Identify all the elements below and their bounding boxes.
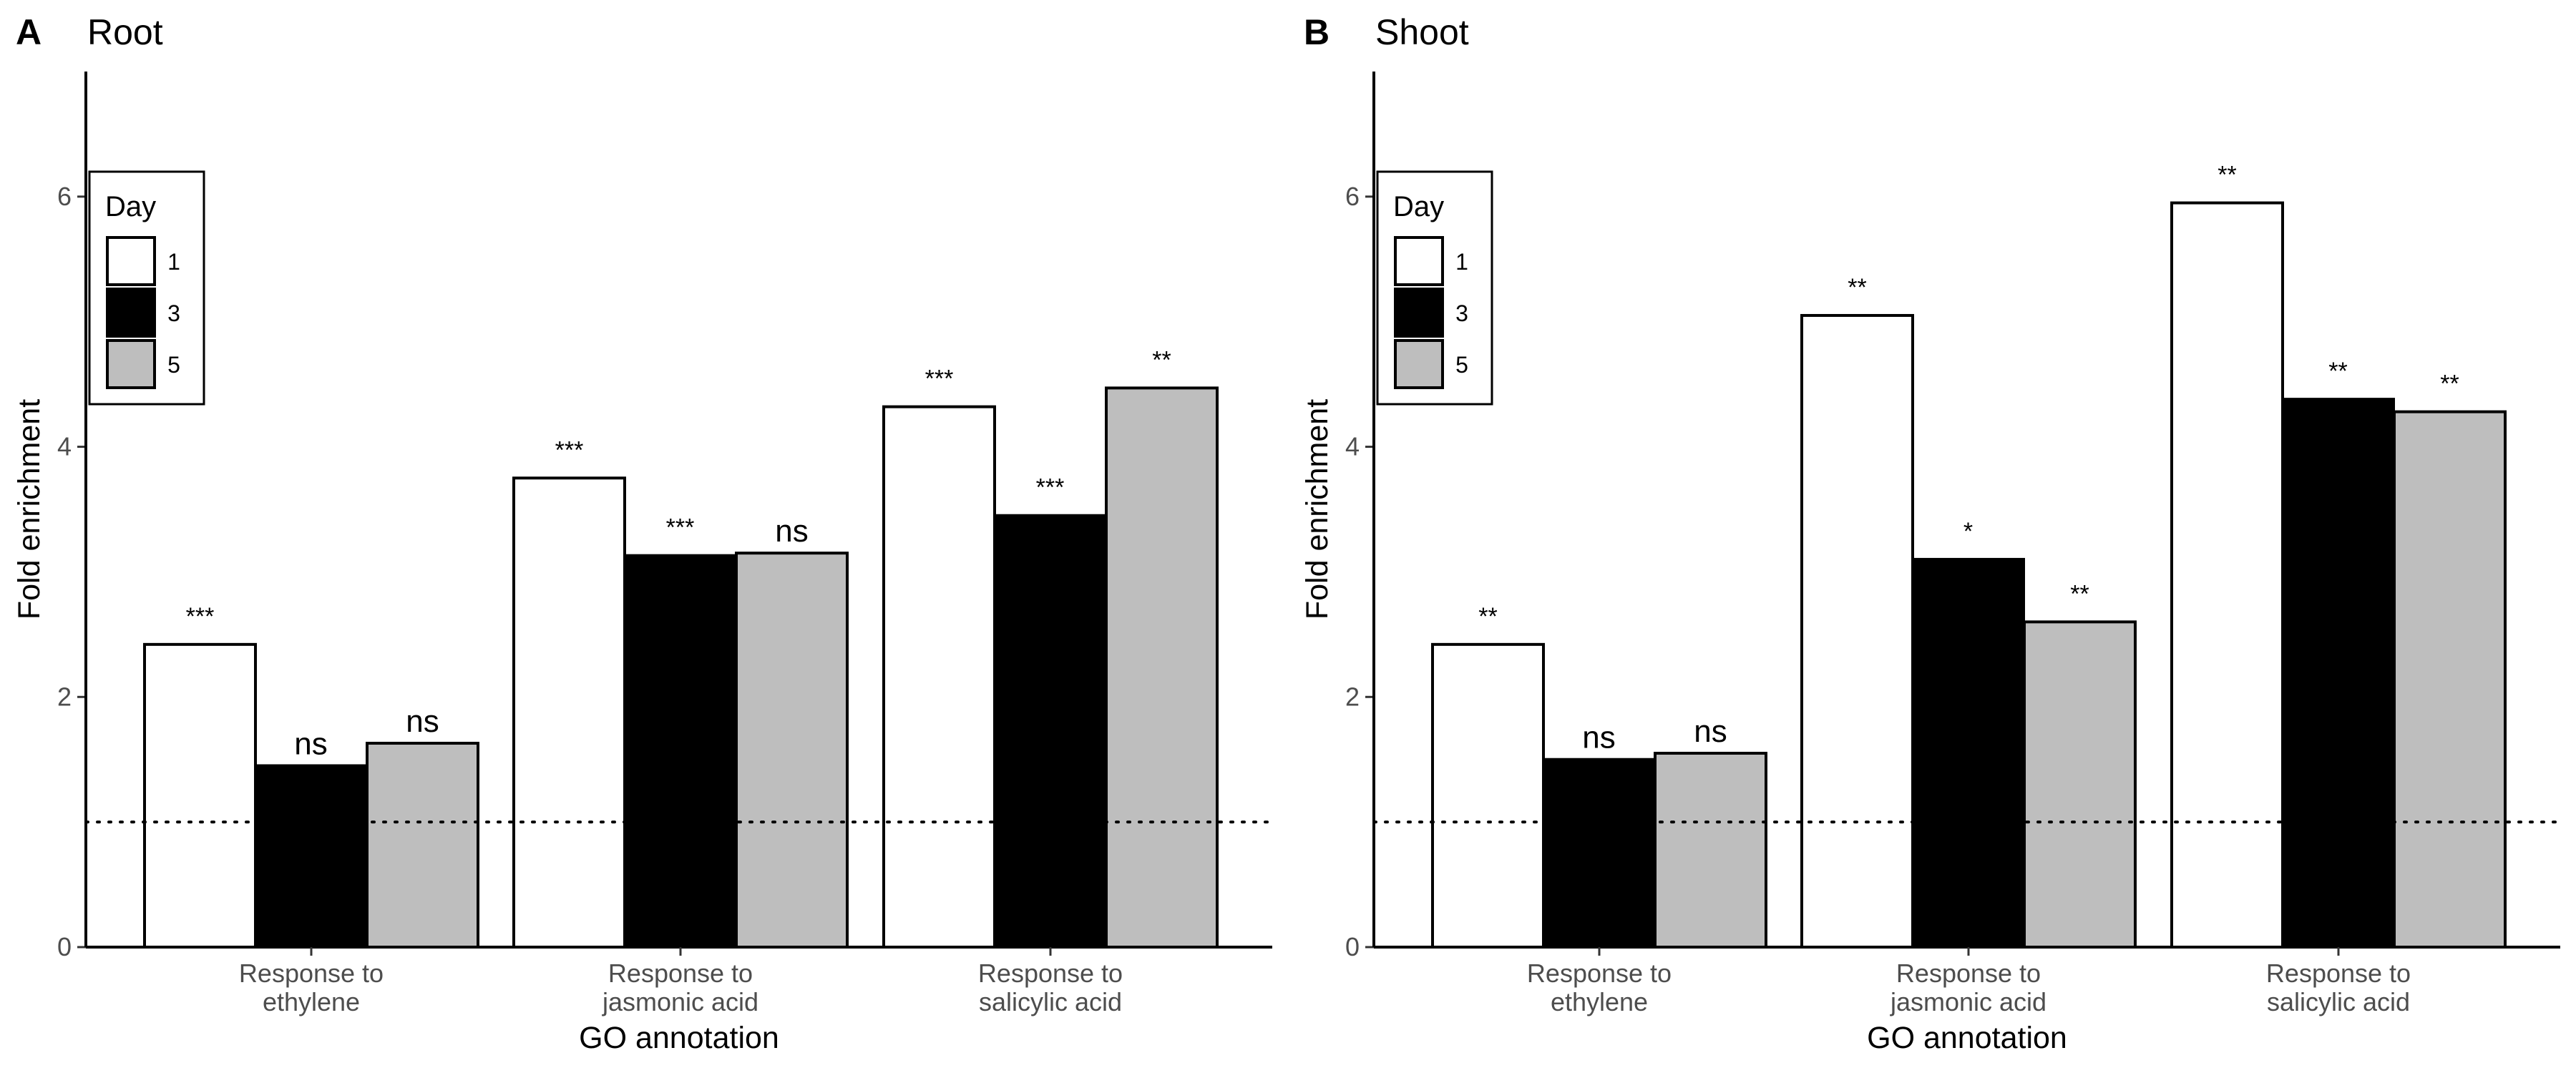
x-tick-label: salicylic acid (2267, 987, 2410, 1016)
legend: Day 1 3 5 (88, 170, 205, 406)
significance-label: ** (1848, 274, 1866, 301)
x-tick-label: ethylene (263, 987, 360, 1016)
legend-title: Day (105, 191, 156, 222)
bar (1911, 557, 2025, 949)
x-tick-label: Response to (1527, 959, 1672, 988)
y-axis-title: Fold enrichment (12, 399, 47, 619)
legend-label: 5 (167, 352, 180, 378)
legend-title: Day (1393, 191, 1444, 222)
panel-letter: B (1304, 12, 1330, 52)
legend-label: 5 (1455, 352, 1468, 378)
bar (2023, 620, 2137, 949)
y-tick-label: 4 (1345, 432, 1360, 461)
significance-label: ** (2218, 162, 2236, 189)
y-tick-label: 2 (1345, 682, 1360, 711)
significance-label: ** (1478, 603, 1497, 630)
y-tick-label: 6 (57, 182, 72, 211)
significance-label: ns (775, 514, 808, 549)
legend-key (106, 288, 156, 338)
significance-label: ** (2328, 358, 2347, 385)
significance-label: ns (1694, 714, 1727, 749)
x-tick-label: Response to (1896, 959, 2041, 988)
y-tick-label: 0 (57, 932, 72, 961)
significance-label: *** (925, 366, 954, 393)
legend: Day 1 3 5 (1376, 170, 1493, 406)
y-tick-label: 6 (1345, 182, 1360, 211)
bar (143, 642, 257, 949)
x-tick-label: ethylene (1551, 987, 1648, 1016)
bar (623, 554, 737, 949)
bar (1542, 758, 1656, 949)
panel-title: Shoot (1375, 12, 1469, 52)
significance-label: ** (2440, 371, 2459, 398)
y-tick-label: 2 (57, 682, 72, 711)
bar (512, 476, 626, 949)
x-tick-label: Response to (978, 959, 1123, 988)
x-tick-label: Response to (239, 959, 384, 988)
legend-label: 1 (1455, 249, 1468, 275)
x-tick-label: Response to (608, 959, 753, 988)
bar (1431, 642, 1545, 949)
significance-label: ** (1152, 346, 1171, 373)
bar (993, 514, 1107, 949)
y-tick-label: 0 (1345, 932, 1360, 961)
bar (254, 764, 368, 949)
legend-key (106, 236, 156, 286)
x-tick-label: Response to (2266, 959, 2411, 988)
bar (2281, 398, 2395, 949)
bar (1105, 386, 1219, 949)
panel-a: A Root 0 2 4 6 *** *** *** ns *** *** ns ns ** Response… (12, 12, 1274, 1055)
legend-key (1394, 339, 1444, 389)
significance-label: * (1963, 518, 1973, 545)
x-axis-title: GO annotation (579, 1021, 779, 1055)
panel-title: Root (87, 12, 163, 52)
significance-label: *** (1036, 474, 1065, 501)
significance-label: ** (2070, 580, 2089, 607)
legend-key (1394, 288, 1444, 338)
y-tick-label: 4 (57, 432, 72, 461)
x-tick-label: jasmonic acid (1890, 987, 2046, 1016)
significance-label: *** (186, 603, 215, 630)
x-tick-label: jasmonic acid (602, 987, 758, 1016)
significance-label: ns (294, 726, 327, 761)
bar (735, 552, 849, 949)
panel-letter: A (16, 12, 42, 52)
bar (2170, 201, 2284, 949)
significance-label: *** (666, 514, 695, 542)
legend-key (106, 339, 156, 389)
significance-label: ns (406, 704, 439, 739)
significance-label: *** (555, 436, 584, 464)
x-tick-label: salicylic acid (979, 987, 1122, 1016)
legend-label: 3 (1455, 300, 1468, 326)
legend-label: 1 (167, 249, 180, 275)
bar (1800, 313, 1914, 949)
significance-label: ns (1582, 720, 1615, 755)
bar (1654, 751, 1767, 949)
bar (2393, 410, 2507, 949)
bar (366, 741, 479, 949)
legend-label: 3 (167, 300, 180, 326)
bar (882, 405, 996, 949)
y-axis-title: Fold enrichment (1300, 399, 1335, 619)
x-axis-title: GO annotation (1867, 1021, 2067, 1055)
legend-key (1394, 236, 1444, 286)
